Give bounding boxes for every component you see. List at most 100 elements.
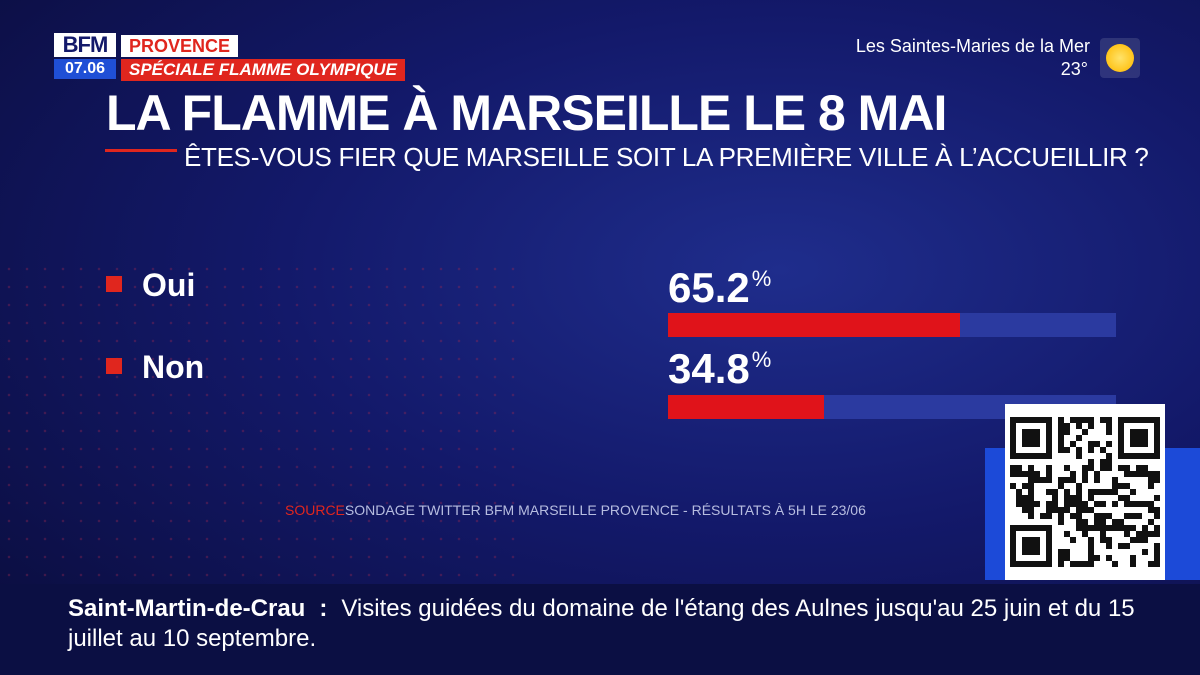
qr-module — [1034, 429, 1040, 435]
qr-module — [1118, 429, 1124, 435]
qr-module — [1124, 417, 1130, 423]
qr-module — [1088, 561, 1094, 567]
qr-module — [1064, 465, 1070, 471]
qr-module — [1010, 531, 1016, 537]
qr-module — [1100, 537, 1106, 543]
qr-module — [1058, 441, 1064, 447]
qr-module — [1058, 435, 1064, 441]
qr-module — [1088, 459, 1094, 465]
qr-module — [1028, 477, 1034, 483]
qr-module — [1106, 417, 1112, 423]
qr-module — [1046, 465, 1052, 471]
qr-module — [1058, 549, 1064, 555]
qr-module — [1016, 465, 1022, 471]
qr-module — [1088, 507, 1094, 513]
qr-module — [1076, 525, 1082, 531]
qr-module — [1124, 495, 1130, 501]
qr-module — [1034, 453, 1040, 459]
qr-module — [1022, 471, 1028, 477]
qr-module — [1028, 483, 1034, 489]
qr-module — [1052, 507, 1058, 513]
qr-module — [1028, 507, 1034, 513]
qr-module — [1082, 465, 1088, 471]
qr-module — [1016, 561, 1022, 567]
qr-module — [1028, 453, 1034, 459]
qr-module — [1142, 417, 1148, 423]
qr-module — [1058, 507, 1064, 513]
qr-module — [1100, 501, 1106, 507]
qr-module — [1046, 417, 1052, 423]
qr-module — [1016, 495, 1022, 501]
qr-module — [1076, 495, 1082, 501]
qr-module — [1010, 417, 1016, 423]
qr-module — [1154, 531, 1160, 537]
qr-module — [1016, 525, 1022, 531]
qr-module — [1136, 513, 1142, 519]
qr-module — [1022, 429, 1028, 435]
qr-module — [1046, 555, 1052, 561]
qr-module — [1112, 477, 1118, 483]
qr-module — [1046, 537, 1052, 543]
qr-module — [1022, 549, 1028, 555]
qr-module — [1034, 561, 1040, 567]
qr-module — [1130, 453, 1136, 459]
qr-module — [1112, 519, 1118, 525]
ticker-bar — [0, 584, 1200, 675]
qr-module — [1106, 453, 1112, 459]
qr-module — [1064, 555, 1070, 561]
qr-module — [1094, 471, 1100, 477]
qr-module — [1118, 447, 1124, 453]
bar-oui — [668, 313, 961, 337]
qr-module — [1028, 417, 1034, 423]
qr-module — [1046, 477, 1052, 483]
qr-module — [1118, 435, 1124, 441]
qr-module — [1130, 441, 1136, 447]
qr-module — [1142, 537, 1148, 543]
qr-module — [1136, 465, 1142, 471]
qr-module — [1058, 447, 1064, 453]
qr-module — [1022, 495, 1028, 501]
qr-module — [1034, 477, 1040, 483]
qr-module — [1142, 435, 1148, 441]
qr-module — [1070, 477, 1076, 483]
qr-module — [1094, 525, 1100, 531]
qr-module — [1154, 429, 1160, 435]
qr-module — [1058, 483, 1064, 489]
qr-module — [1010, 435, 1016, 441]
qr-module — [1058, 423, 1064, 429]
qr-module — [1112, 489, 1118, 495]
qr-module — [1022, 537, 1028, 543]
ticker-separator: : — [319, 595, 328, 622]
qr-module — [1022, 435, 1028, 441]
qr-module — [1106, 465, 1112, 471]
qr-module — [1142, 525, 1148, 531]
qr-module — [1100, 489, 1106, 495]
qr-code-icon — [1005, 404, 1165, 580]
qr-module — [1112, 525, 1118, 531]
qr-module — [1082, 477, 1088, 483]
ticker-text: Visites guidées du domaine de l'étang de… — [68, 595, 1135, 652]
qr-module — [1124, 513, 1130, 519]
qr-module — [1136, 501, 1142, 507]
qr-module — [1064, 429, 1070, 435]
qr-module — [1022, 507, 1028, 513]
qr-module — [1046, 501, 1052, 507]
qr-module — [1010, 447, 1016, 453]
qr-module — [1028, 471, 1034, 477]
qr-module — [1022, 561, 1028, 567]
qr-module — [1076, 507, 1082, 513]
chart-title: LA FLAMME À MARSEILLE LE 8 MAI — [106, 85, 947, 141]
qr-module — [1010, 429, 1016, 435]
qr-module — [1088, 489, 1094, 495]
qr-module — [1154, 525, 1160, 531]
qr-module — [1010, 453, 1016, 459]
qr-module — [1034, 537, 1040, 543]
qr-module — [1094, 489, 1100, 495]
qr-module — [1154, 507, 1160, 513]
qr-module — [1124, 453, 1130, 459]
qr-module — [1028, 537, 1034, 543]
qr-module — [1028, 465, 1034, 471]
qr-module — [1016, 501, 1022, 507]
qr-module — [1034, 501, 1040, 507]
weather-temperature: 23° — [1060, 59, 1088, 79]
